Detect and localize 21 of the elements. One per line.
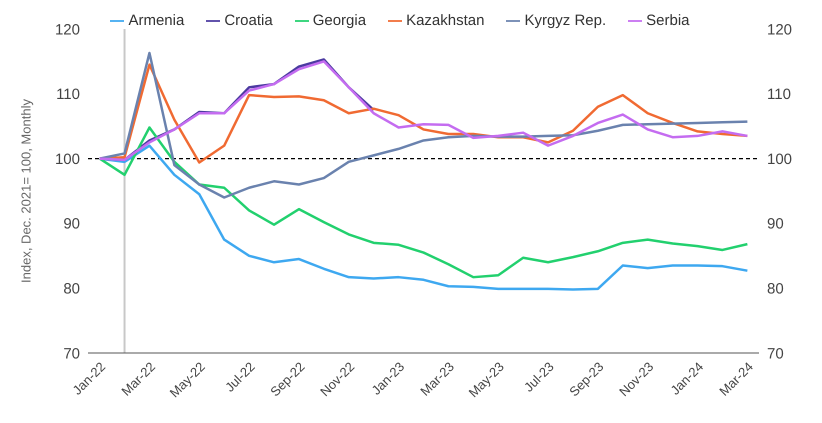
y-tick-label: 120 — [54, 21, 80, 38]
y2-tick-label: 100 — [767, 150, 792, 168]
legend-label: Croatia — [224, 12, 273, 29]
y-tick-label: 110 — [56, 86, 80, 104]
y-tick-label: 70 — [63, 345, 80, 362]
legend-label: Armenia — [128, 12, 184, 29]
y-tick-label: 80 — [63, 280, 80, 298]
y2-tick-label: 120 — [767, 21, 792, 38]
y-tick-label: 100 — [54, 150, 80, 168]
y2-tick-label: 110 — [767, 86, 791, 104]
y-axis-title: Index, Dec. 2021= 100, Monthly — [18, 98, 34, 283]
y2-tick-label: 90 — [767, 216, 784, 233]
legend-label: Kazakhstan — [406, 12, 484, 29]
line-series — [98, 126, 749, 278]
y2-tick-label: 70 — [767, 345, 784, 362]
line-series — [98, 52, 749, 199]
legend-label: Serbia — [646, 12, 690, 29]
y2-tick-label: 80 — [767, 280, 784, 298]
y-tick-label: 90 — [63, 216, 80, 233]
legend-label: Kyrgyz Rep. — [524, 12, 606, 29]
legend-label: Georgia — [312, 12, 366, 29]
